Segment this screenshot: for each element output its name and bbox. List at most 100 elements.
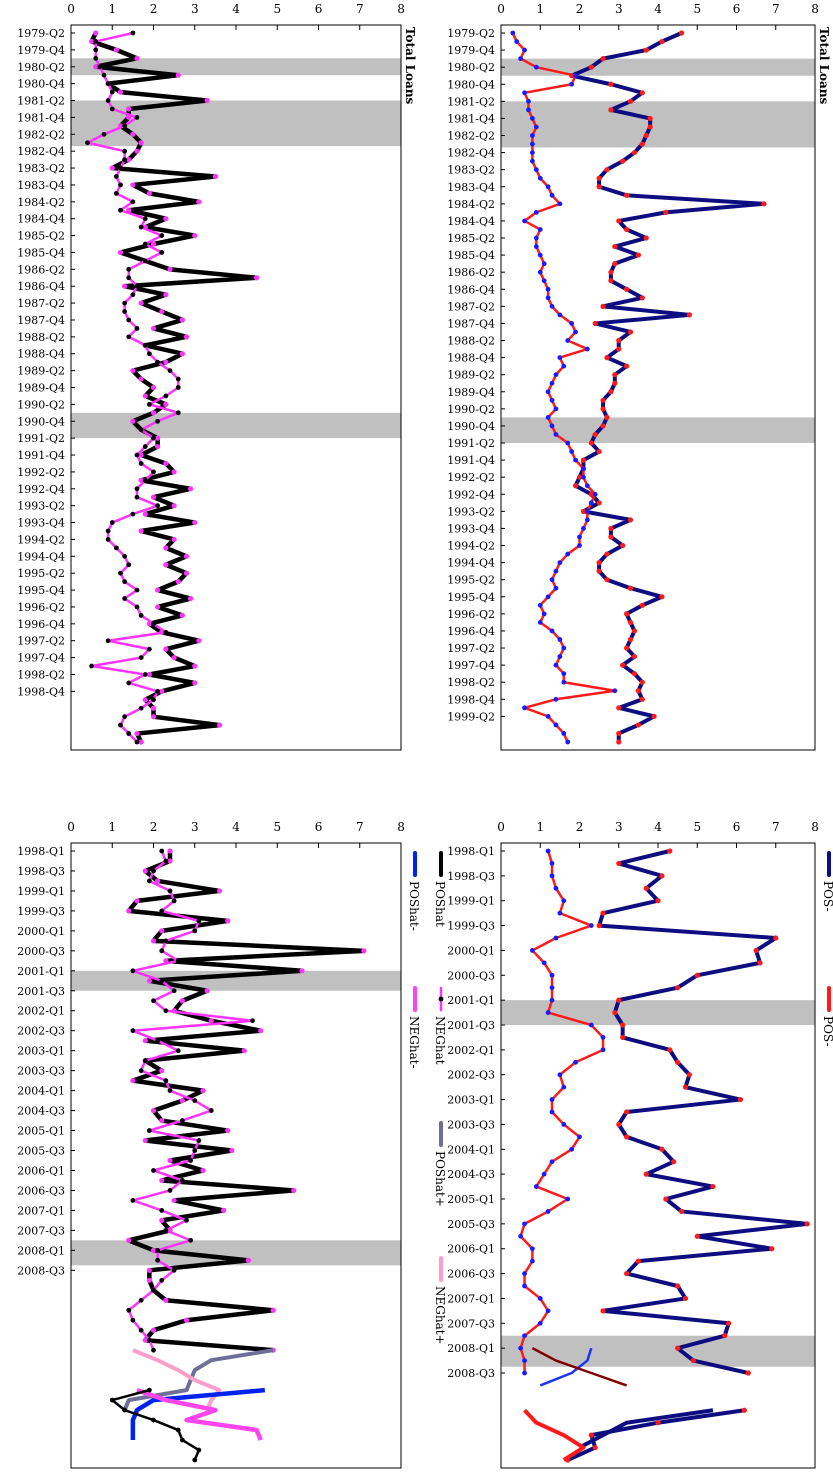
data-point: [155, 359, 161, 365]
x-tick-label: 2004-Q3: [447, 1168, 495, 1181]
data-point: [522, 1333, 527, 1339]
data-point: [138, 1327, 144, 1333]
x-tick-label: 1981-Q4: [447, 112, 495, 125]
data-point: [675, 985, 681, 991]
x-tick-label: 2007-Q3: [447, 1317, 495, 1330]
x-tick-label: 2006-Q3: [17, 1184, 65, 1197]
data-point: [138, 224, 144, 230]
recession-band: [71, 970, 401, 991]
y-tick-label: 1: [108, 820, 116, 834]
y-tick-label: 4: [232, 2, 240, 16]
data-point: [631, 653, 638, 660]
series-line: [122, 1348, 274, 1411]
x-tick-label: 1982-Q2: [447, 130, 495, 143]
data-point: [518, 1345, 524, 1351]
x-tick-label: 2008-Q3: [447, 1367, 495, 1380]
data-point: [175, 1048, 181, 1054]
x-tick-label: 1998-Q4: [17, 685, 65, 698]
x-tick-label: 1984-Q2: [17, 196, 65, 209]
series-poshat-minus: [130, 1387, 266, 1441]
data-point: [655, 898, 661, 904]
x-tick-label: 2007-Q1: [447, 1292, 495, 1305]
x-tick-label: 1997-Q4: [17, 652, 65, 665]
data-point: [192, 663, 198, 669]
data-point: [596, 560, 602, 566]
data-point: [557, 355, 563, 361]
data-point: [163, 646, 169, 652]
x-tick-label: 1979-Q2: [447, 27, 495, 40]
data-point: [769, 1246, 775, 1252]
x-tick-label: 1988-Q2: [447, 335, 495, 348]
x-tick-label: 1983-Q4: [447, 181, 495, 194]
data-point: [549, 397, 555, 403]
data-point: [179, 998, 185, 1004]
data-point: [604, 551, 610, 557]
data-point: [549, 1159, 555, 1165]
data-point: [171, 1197, 177, 1204]
data-point: [159, 1177, 165, 1184]
data-point: [522, 1370, 527, 1376]
data-point: [138, 1297, 144, 1303]
data-point: [171, 536, 177, 543]
data-point: [577, 1134, 582, 1140]
data-point: [573, 329, 578, 335]
data-point: [196, 918, 202, 924]
data-point: [576, 474, 583, 480]
x-tick-label: 1981-Q2: [447, 95, 495, 108]
series-neg: [510, 30, 618, 745]
x-tick-label: 1980-Q4: [447, 78, 495, 91]
data-point: [179, 351, 185, 357]
data-point: [620, 1022, 626, 1028]
data-point: [188, 486, 194, 492]
data-point: [675, 1059, 681, 1065]
data-point: [101, 131, 107, 137]
data-point: [105, 537, 111, 542]
x-tick-label: 1989-Q4: [447, 386, 495, 399]
x-tick-label: 1989-Q2: [17, 365, 65, 378]
y-tick-label: 2: [576, 2, 584, 16]
data-point: [686, 1072, 692, 1078]
data-point: [608, 278, 614, 284]
data-point: [596, 448, 602, 455]
data-point: [773, 935, 779, 941]
data-point: [126, 317, 132, 323]
data-point: [155, 604, 161, 610]
chart-title: Total Loans: [403, 27, 417, 105]
data-point: [655, 1420, 661, 1426]
x-tick-label: 2001-Q1: [447, 994, 495, 1007]
data-point: [155, 418, 161, 424]
series-poshat-plus: [122, 1348, 274, 1411]
data-point: [553, 432, 559, 437]
legend-marker: [438, 996, 444, 1002]
y-tick-label: 5: [273, 2, 281, 16]
data-point: [208, 1108, 214, 1113]
data-point: [631, 671, 638, 677]
x-tick-label: 1989-Q2: [447, 369, 495, 382]
data-point: [569, 81, 575, 87]
data-point: [117, 249, 124, 256]
data-point: [151, 1287, 156, 1293]
data-point: [533, 167, 539, 173]
x-tick-label: 2008-Q1: [17, 1244, 65, 1257]
x-tick-label: 1992-Q4: [17, 483, 65, 496]
data-point: [208, 1018, 214, 1024]
x-tick-label: 1987-Q4: [17, 314, 65, 327]
data-point: [150, 1327, 157, 1333]
data-point: [561, 645, 567, 651]
x-tick-label: 2002-Q1: [17, 1005, 65, 1018]
data-point: [146, 978, 152, 984]
x-tick-label: 2008-Q3: [17, 1264, 65, 1277]
data-point: [537, 269, 543, 275]
y-tick-label: 5: [273, 820, 281, 834]
x-tick-label: 1990-Q4: [17, 415, 65, 428]
data-point: [600, 423, 606, 429]
data-point: [608, 269, 614, 275]
data-point: [122, 579, 128, 585]
series-poshat: [109, 1387, 202, 1463]
data-point: [600, 1047, 606, 1053]
data-point: [192, 1148, 198, 1153]
data-point: [134, 730, 140, 737]
y-tick-label: 3: [615, 2, 623, 16]
data-point: [624, 192, 630, 198]
x-tick-label: 1980-Q4: [17, 78, 65, 91]
